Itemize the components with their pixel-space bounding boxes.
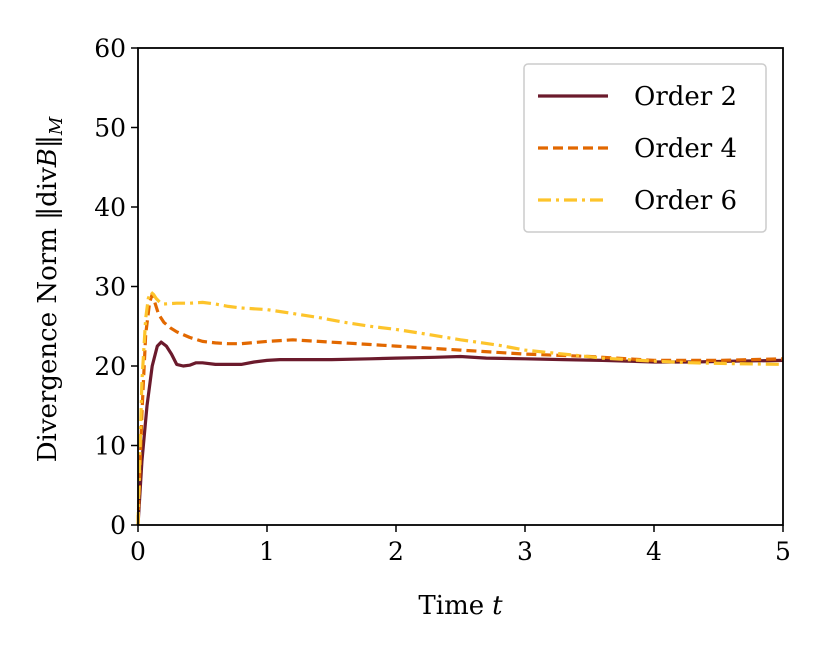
y-tick-label: 30: [94, 273, 126, 302]
y-axis-label: Divergence Norm ‖divB‖M: [33, 116, 67, 462]
x-tick-label: 2: [388, 537, 404, 566]
x-tick-label: 4: [646, 537, 662, 566]
legend-label-2: Order 4: [634, 134, 737, 164]
x-tick-label: 1: [259, 537, 275, 566]
x-axis-label: Time t: [418, 591, 503, 621]
legend-box: [523, 63, 767, 233]
series-line-1: [136, 340, 784, 526]
series-layer: [136, 290, 784, 526]
y-tick-label: 10: [94, 432, 126, 461]
y-tick-label: 60: [94, 34, 126, 63]
legend-label-3: Order 6: [634, 186, 737, 216]
x-axis-label-var: t: [492, 591, 503, 621]
y-tick-label: 40: [94, 193, 126, 222]
series-line-2: [136, 292, 784, 526]
y-ticks: 0 10 20 30 40 50 60: [94, 34, 138, 540]
legend: Order 2 Order 4 Order 6: [523, 63, 767, 233]
y-tick-label: 0: [110, 511, 126, 540]
y-tick-label: 20: [94, 352, 126, 381]
legend-label-1: Order 2: [634, 82, 737, 112]
y-axis-label-subscript: M: [46, 116, 67, 136]
y-tick-label: 50: [94, 114, 126, 143]
x-ticks: 0 1 2 3 4 5: [130, 525, 791, 566]
x-tick-label: 0: [130, 537, 146, 566]
x-tick-label: 3: [517, 537, 533, 566]
y-axis-label-var: B: [33, 148, 63, 168]
x-tick-label: 5: [775, 537, 791, 566]
y-axis-label-text: Divergence Norm ‖div: [33, 167, 63, 462]
series-line-3: [136, 290, 784, 526]
plot-area: [136, 47, 784, 526]
legend-items: Order 2 Order 4 Order 6: [538, 82, 737, 216]
x-axis-label-text: Time: [418, 591, 484, 621]
y-axis-label-tail: ‖: [33, 135, 63, 148]
